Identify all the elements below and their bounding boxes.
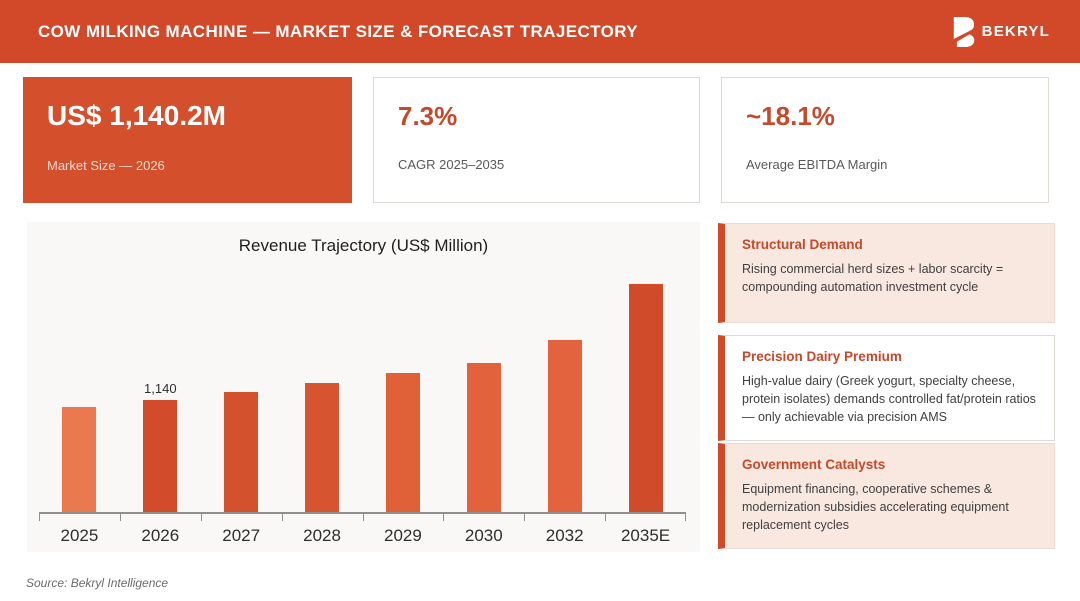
x-labels: 2025 2026 2027 2028 2029 2030 2032 2035E (39, 526, 686, 546)
chart-title: Revenue Trajectory (US$ Million) (238, 236, 489, 255)
x-tick-label: 2029 (384, 526, 422, 545)
bar-2028 (305, 383, 340, 512)
kpi-label: CAGR 2025–2035 (398, 156, 505, 172)
kpi-card-ebitda: ~18.1% Average EBITDA Margin (721, 77, 1049, 203)
bar-2027 (224, 392, 259, 512)
x-tick-label: 2025 (60, 526, 99, 545)
bar-chart: 1,140 (39, 262, 686, 521)
bar-column-2028 (281, 262, 363, 521)
callout-title: Government Catalysts (742, 457, 886, 472)
bar-column-2035E (605, 262, 686, 521)
bar-2025 (62, 407, 97, 512)
bar-column-2029 (362, 262, 444, 521)
bar-2030 (466, 363, 501, 512)
callout-title: Structural Demand (742, 237, 863, 252)
bar-column-2026: 1,140 (119, 262, 201, 521)
bars: 1,140 (39, 262, 686, 521)
header-bar: COW MILKING MACHINE — MARKET SIZE & FORE… (0, 0, 1080, 63)
brand-name: BEKRYL (981, 23, 1050, 40)
callout-body: High-value dairy (Greek yogurt, specialt… (742, 374, 1036, 424)
kpi-label: Average EBITDA Margin (746, 156, 888, 172)
kpi-label: Market Size — 2026 (47, 157, 165, 173)
callout-body: Equipment financing, cooperative schemes… (742, 482, 1009, 532)
kpi-value: US$ 1,140.2M (47, 100, 226, 131)
bar-column-2027 (200, 262, 282, 521)
kpi-card-market-size: US$ 1,140.2M Market Size — 2026 (23, 77, 352, 203)
bar-2029 (385, 373, 420, 512)
x-tick-label: 2028 (303, 526, 341, 545)
bar-value-label: 1,140 (144, 381, 177, 396)
bar-column-2032 (524, 262, 605, 521)
bar-2026 (143, 400, 178, 512)
page-title: COW MILKING MACHINE — MARKET SIZE & FORE… (38, 21, 638, 41)
bar-2035E (628, 284, 663, 512)
callout-body: Rising commercial herd sizes + labor sca… (742, 262, 1004, 294)
bar-column-2030 (443, 262, 524, 521)
kpi-card-cagr: 7.3% CAGR 2025–2035 (373, 77, 700, 203)
source-note: Source: Bekryl Intelligence (26, 576, 169, 590)
callout-structural-demand: Structural Demand Rising commercial herd… (718, 223, 1055, 323)
x-tick-label: 2030 (464, 526, 503, 545)
bar-column-2025 (39, 262, 120, 521)
kpi-value: ~18.1% (746, 101, 835, 131)
callout-title: Precision Dairy Premium (742, 349, 902, 364)
revenue-chart-panel: Revenue Trajectory (US$ Million) 1,140 2… (27, 222, 700, 552)
x-tick-label: 2026 (141, 526, 180, 545)
brand-logo: BEKRYL (952, 16, 1050, 47)
callout-precision-dairy: Precision Dairy Premium High-value dairy… (718, 335, 1055, 442)
x-tick-label: 2032 (545, 526, 584, 545)
callout-government-catalysts: Government Catalysts Equipment financing… (718, 443, 1055, 550)
x-tick-label: 2035E (620, 526, 671, 545)
kpi-value: 7.3% (398, 101, 458, 131)
x-tick-label: 2027 (222, 526, 261, 545)
bar-2032 (547, 340, 582, 512)
bekryl-logo-icon (952, 16, 975, 47)
footer: Source: Bekryl Intelligence (26, 574, 168, 592)
